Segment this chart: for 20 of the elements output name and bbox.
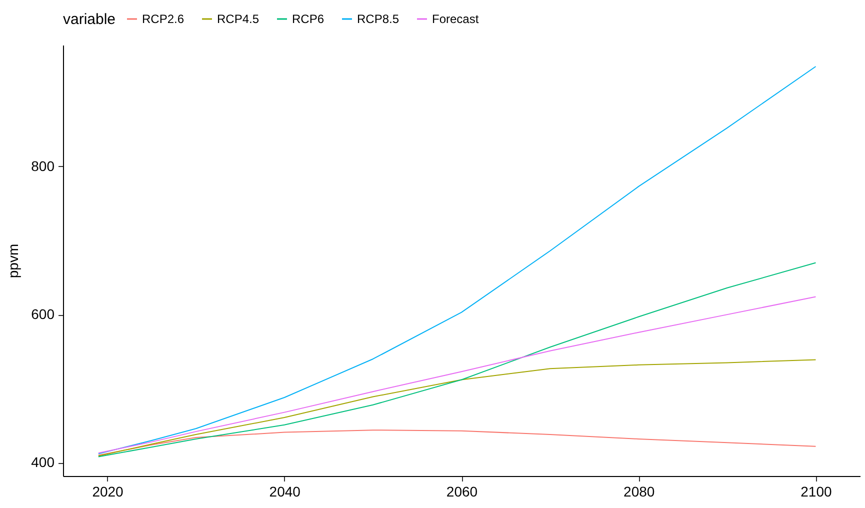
y-tick-label: 600 [31,306,55,322]
line-series [98,262,816,458]
x-tick-label: 2080 [624,484,655,500]
line-series [98,359,816,457]
legend-label: RCP2.6 [142,12,184,26]
legend-label: Forecast [432,12,480,26]
legend-label: RCP6 [292,12,324,26]
line-series [98,296,816,454]
legend-title: variable [63,11,116,28]
line-series [98,430,816,456]
legend-label: RCP8.5 [357,12,400,26]
x-tick-label: 2020 [92,484,124,500]
x-tick-label: 2060 [446,484,478,500]
y-tick-label: 800 [31,158,55,174]
line-series [98,66,816,454]
legend-label: RCP4.5 [217,12,260,26]
y-tick-label: 400 [31,454,55,470]
x-tick-label: 2040 [269,484,301,500]
y-axis-title: ppvm [5,244,22,278]
x-tick-label: 2100 [800,484,832,500]
